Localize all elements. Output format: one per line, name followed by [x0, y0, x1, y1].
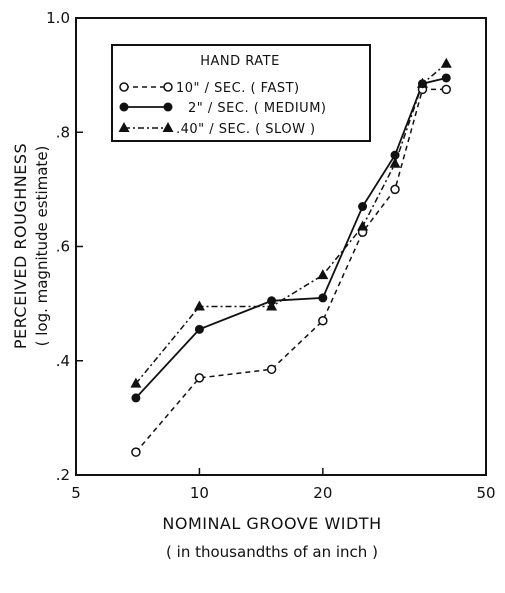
data-point: [266, 364, 277, 375]
data-point: [357, 220, 369, 231]
legend-marker-slow-end: [162, 122, 174, 132]
legend-marker-fast-end: [163, 82, 173, 92]
data-point: [440, 57, 452, 68]
data-point: [390, 184, 400, 195]
y-axis-subtitle: ( log. magnitude estimate): [33, 146, 51, 347]
data-point: [130, 377, 142, 388]
y-axis-title: PERCEIVED ROUGHNESS: [11, 143, 30, 349]
data-point: [194, 373, 205, 383]
legend-box: [111, 44, 371, 142]
data-point: [441, 84, 452, 95]
x-axis-title: NOMINAL GROOVE WIDTH: [162, 514, 381, 533]
y-tick-label: 1.0: [46, 9, 70, 27]
data-point: [194, 324, 204, 334]
legend-marker-medium-end: [163, 102, 173, 112]
x-tick-label: 20: [313, 484, 332, 502]
legend-marker-medium: [119, 102, 129, 112]
data-point: [389, 157, 401, 168]
data-point: [441, 73, 451, 83]
data-point: [317, 269, 329, 280]
data-point: [358, 202, 368, 212]
data-point: [193, 300, 205, 311]
legend-marker-slow: [118, 122, 130, 132]
series-line-0: [135, 88, 447, 453]
y-tick-label: .8: [56, 123, 70, 141]
x-tick-label: 50: [476, 484, 495, 502]
x-tick-label: 10: [190, 484, 209, 502]
legend-label-slow: .40" / SEC. ( SLOW ): [176, 122, 316, 137]
data-point: [131, 447, 141, 457]
y-tick-label: .4: [56, 352, 70, 370]
y-tick-label: .2: [56, 466, 70, 484]
data-point: [318, 316, 328, 326]
markers-layer: [130, 57, 452, 457]
legend-marker-fast: [119, 82, 129, 92]
legend: HAND RATE 10" / SEC. ( FAST) 2" / SEC. (…: [111, 44, 371, 142]
x-tick-label: 5: [71, 484, 81, 502]
data-point: [390, 150, 400, 160]
series-line-2: [135, 63, 447, 385]
data-point: [318, 293, 328, 303]
y-tick-label: .6: [56, 238, 70, 256]
data-point: [266, 300, 278, 311]
legend-label-fast: 10" / SEC. ( FAST): [176, 81, 300, 96]
data-point: [417, 77, 428, 88]
x-axis-subtitle: ( in thousandths of an inch ): [166, 543, 378, 561]
data-point: [131, 393, 141, 403]
ticks-layer: 5 10 20 50 .2 .4 .6 .8 1.0: [46, 9, 495, 502]
lines-layer: [135, 63, 447, 453]
legend-title: HAND RATE: [200, 54, 280, 69]
legend-label-medium: 2" / SEC. ( MEDIUM): [188, 101, 326, 116]
